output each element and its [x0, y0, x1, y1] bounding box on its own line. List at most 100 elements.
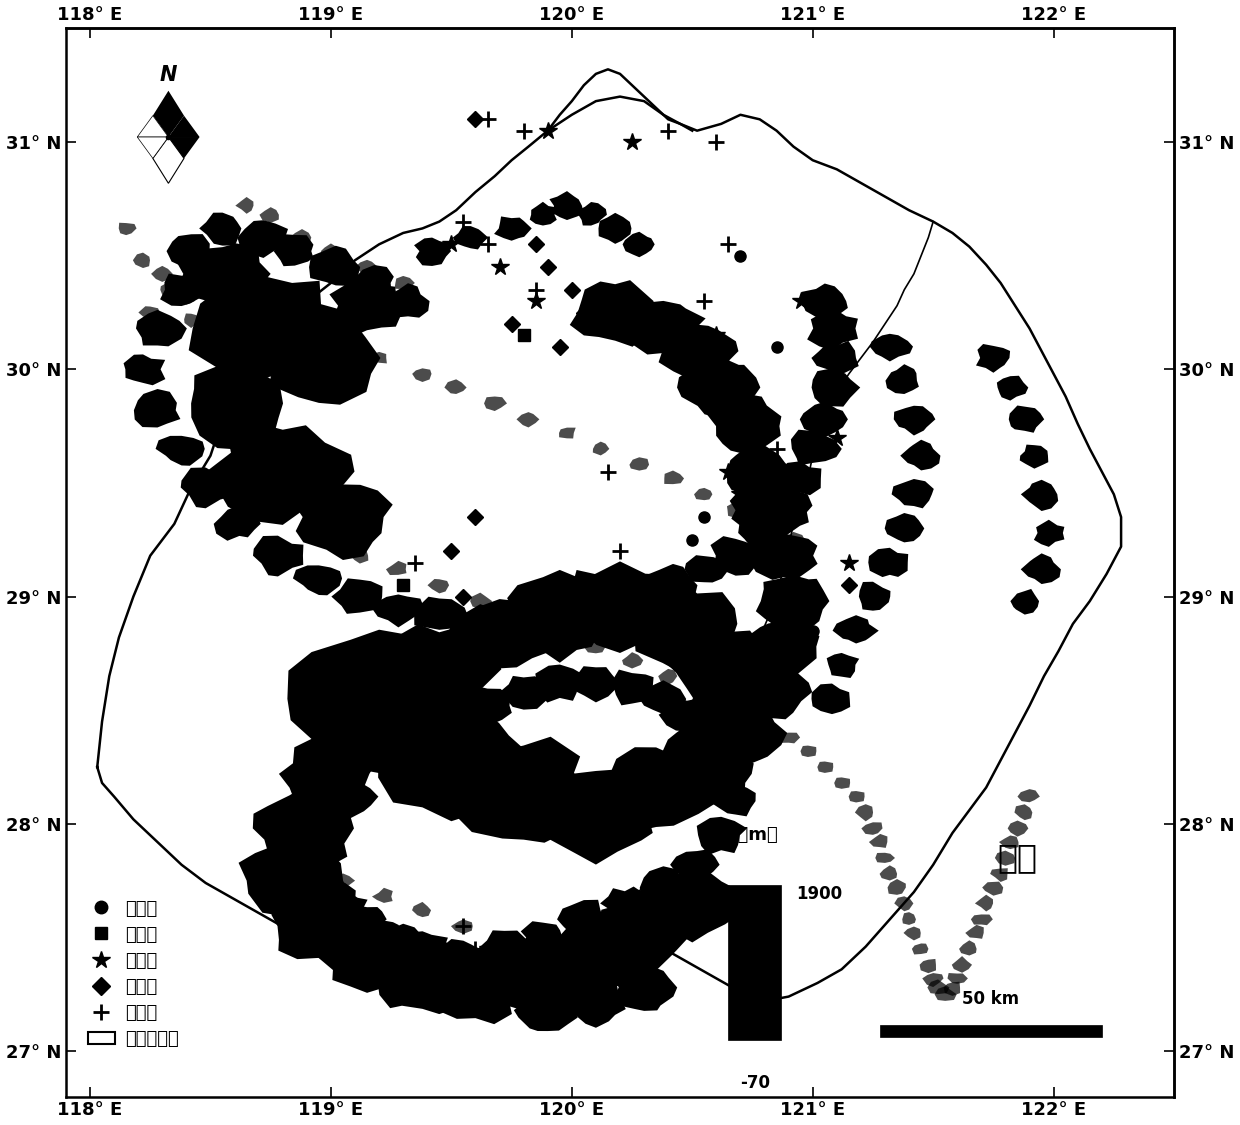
Polygon shape — [785, 532, 805, 548]
Polygon shape — [634, 579, 738, 673]
Polygon shape — [213, 505, 260, 541]
Polygon shape — [1019, 444, 1048, 469]
Polygon shape — [160, 273, 203, 306]
Polygon shape — [414, 237, 451, 266]
Polygon shape — [959, 940, 977, 955]
Polygon shape — [572, 597, 626, 636]
Polygon shape — [350, 906, 387, 933]
Polygon shape — [133, 253, 150, 268]
Polygon shape — [200, 213, 242, 245]
Polygon shape — [477, 930, 532, 968]
Polygon shape — [272, 883, 372, 966]
Bar — [728, 885, 781, 1040]
Polygon shape — [355, 260, 378, 276]
Polygon shape — [682, 748, 754, 801]
Polygon shape — [389, 719, 436, 756]
Polygon shape — [1011, 588, 1039, 614]
Polygon shape — [236, 197, 253, 214]
Polygon shape — [391, 284, 429, 317]
Polygon shape — [321, 243, 340, 258]
Polygon shape — [188, 276, 329, 378]
Polygon shape — [665, 470, 684, 484]
Polygon shape — [381, 624, 501, 708]
Polygon shape — [470, 593, 492, 609]
Polygon shape — [372, 939, 474, 1014]
Polygon shape — [513, 988, 578, 1030]
Polygon shape — [549, 622, 572, 637]
Polygon shape — [990, 868, 1008, 882]
Polygon shape — [869, 334, 913, 361]
Polygon shape — [351, 548, 368, 564]
Text: 高程（m）: 高程（m） — [717, 827, 779, 845]
Polygon shape — [134, 389, 181, 428]
Polygon shape — [238, 845, 351, 925]
Polygon shape — [237, 220, 288, 258]
Polygon shape — [928, 980, 950, 994]
Polygon shape — [935, 987, 957, 1001]
Polygon shape — [332, 873, 355, 886]
Text: 东海: 东海 — [997, 842, 1038, 874]
Polygon shape — [655, 716, 750, 795]
Polygon shape — [807, 307, 858, 351]
Polygon shape — [801, 284, 848, 318]
Polygon shape — [446, 600, 549, 668]
Polygon shape — [541, 606, 583, 643]
Polygon shape — [517, 412, 539, 428]
Polygon shape — [428, 579, 449, 593]
Bar — [880, 1025, 1102, 1037]
Polygon shape — [264, 304, 381, 405]
Polygon shape — [1018, 789, 1040, 802]
Polygon shape — [593, 442, 609, 456]
Polygon shape — [609, 747, 714, 832]
Polygon shape — [817, 762, 833, 773]
Polygon shape — [904, 927, 921, 940]
Polygon shape — [539, 922, 631, 988]
Polygon shape — [500, 676, 547, 710]
Polygon shape — [399, 932, 448, 969]
Polygon shape — [900, 440, 940, 470]
Polygon shape — [293, 566, 342, 595]
Polygon shape — [335, 334, 351, 348]
Polygon shape — [444, 379, 466, 394]
Polygon shape — [1021, 479, 1058, 511]
Polygon shape — [528, 973, 570, 1004]
Polygon shape — [295, 853, 330, 882]
Polygon shape — [224, 306, 243, 318]
Polygon shape — [756, 575, 830, 632]
Polygon shape — [557, 900, 609, 942]
Polygon shape — [584, 638, 605, 654]
Polygon shape — [911, 944, 929, 954]
Polygon shape — [205, 343, 227, 358]
Polygon shape — [779, 732, 800, 744]
Polygon shape — [658, 698, 713, 732]
Polygon shape — [994, 850, 1016, 866]
Polygon shape — [119, 223, 136, 235]
Polygon shape — [614, 963, 677, 1011]
Polygon shape — [506, 570, 616, 663]
Polygon shape — [965, 925, 983, 938]
Text: 1900: 1900 — [796, 885, 842, 903]
Polygon shape — [944, 982, 960, 996]
Polygon shape — [595, 957, 632, 987]
Polygon shape — [290, 229, 311, 246]
Polygon shape — [976, 344, 1011, 372]
Polygon shape — [727, 442, 794, 496]
Polygon shape — [440, 939, 486, 974]
Polygon shape — [696, 686, 715, 701]
Polygon shape — [564, 978, 626, 1028]
Polygon shape — [614, 585, 661, 619]
Polygon shape — [358, 742, 399, 774]
Polygon shape — [136, 309, 187, 346]
Polygon shape — [274, 234, 314, 267]
Polygon shape — [1009, 405, 1044, 433]
Polygon shape — [640, 681, 686, 714]
Polygon shape — [812, 368, 861, 406]
Polygon shape — [315, 889, 367, 933]
Polygon shape — [175, 243, 270, 310]
Polygon shape — [707, 394, 781, 455]
Polygon shape — [394, 276, 415, 289]
Polygon shape — [532, 947, 551, 963]
Polygon shape — [711, 537, 760, 576]
Polygon shape — [139, 306, 160, 321]
Polygon shape — [559, 561, 682, 652]
